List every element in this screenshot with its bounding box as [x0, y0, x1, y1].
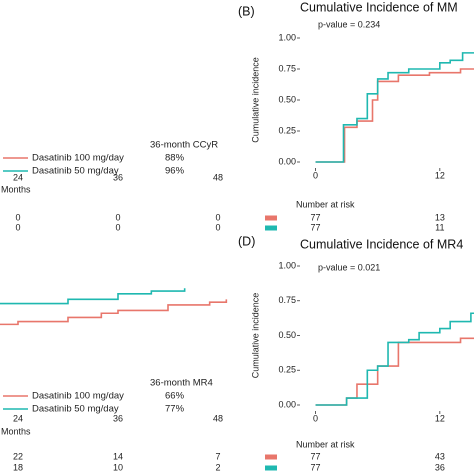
step-line: [315, 64, 474, 163]
legend-label: Dasatinib 50 mg/day: [32, 166, 119, 177]
x-tick-label: 24: [13, 172, 23, 182]
step-line: [315, 52, 474, 163]
x-tick-label: 12: [435, 170, 445, 180]
risk-value: 77: [311, 451, 321, 461]
risk-value: 2: [215, 462, 220, 472]
risk-value: 10: [113, 462, 123, 472]
p-value: p-value = 0.021: [318, 262, 380, 272]
legend-value: 66%: [165, 391, 185, 402]
panel-label: (D): [238, 234, 255, 248]
risk-value: 7: [215, 451, 220, 461]
risk-value: 13: [435, 212, 445, 222]
risk-value: 22: [13, 451, 23, 461]
risk-value: 77: [311, 222, 321, 232]
x-tick-label: 24: [13, 413, 23, 423]
legend-label: Dasatinib 100 mg/day: [32, 391, 124, 402]
risk-value: 77: [311, 462, 321, 472]
panel-label: (B): [238, 4, 255, 18]
legend-label: Dasatinib 50 mg/day: [32, 404, 119, 415]
y-tick-label: 0.25: [278, 365, 296, 375]
legend-value: 96%: [165, 166, 185, 177]
risk-marker: [265, 465, 277, 471]
risk-value: 11: [435, 222, 444, 232]
risk-value: 0: [15, 222, 20, 232]
y-axis-label: Cumulative incidence: [250, 293, 260, 379]
chart-title: Cumulative Incidence of MM: [300, 0, 458, 14]
legend-title: 36-month MR4: [150, 378, 213, 389]
y-tick-label: 0.00: [278, 156, 296, 166]
risk-value: 0: [15, 212, 20, 222]
risk-value: 0: [215, 222, 220, 232]
risk-marker: [265, 454, 277, 460]
y-tick-label: 0.50: [278, 94, 296, 104]
risk-value: 18: [13, 462, 23, 472]
legend-value: 88%: [165, 153, 185, 164]
y-tick-label: 1.00: [278, 32, 296, 42]
legend-label: Dasatinib 100 mg/day: [32, 153, 124, 164]
risk-marker: [265, 215, 277, 221]
risk-value: 36: [435, 462, 445, 472]
y-tick-label: 0.00: [278, 399, 296, 409]
step-line: [315, 312, 474, 406]
risk-marker: [265, 225, 277, 231]
x-axis-label: Months: [1, 184, 31, 194]
step-line: [0, 288, 186, 305]
risk-value: 14: [113, 451, 123, 461]
x-tick-label: 12: [435, 413, 445, 423]
chart-title: Cumulative Incidence of MR4: [300, 237, 463, 251]
x-tick-label: 0: [313, 413, 318, 423]
risk-value: 0: [115, 222, 120, 232]
legend-value: 77%: [165, 404, 185, 415]
risk-value: 43: [435, 451, 445, 461]
x-tick-label: 48: [213, 413, 223, 423]
step-line: [315, 337, 474, 406]
y-tick-label: 0.75: [278, 63, 296, 73]
risk-title: Number at risk: [296, 199, 355, 209]
y-tick-label: 0.25: [278, 125, 296, 135]
risk-title: Number at risk: [296, 439, 355, 449]
legend-title: 36-month CCyR: [150, 140, 218, 151]
x-tick-label: 0: [313, 170, 318, 180]
y-tick-label: 0.75: [278, 295, 296, 305]
x-tick-label: 36: [113, 172, 123, 182]
risk-value: 77: [311, 212, 321, 222]
risk-value: 0: [215, 212, 220, 222]
risk-value: 0: [115, 212, 120, 222]
y-tick-label: 1.00: [278, 260, 296, 270]
x-tick-label: 48: [213, 172, 223, 182]
x-tick-label: 36: [113, 413, 123, 423]
p-value: p-value = 0.234: [318, 19, 380, 29]
y-axis-label: Cumulative incidence: [250, 57, 260, 143]
y-tick-label: 0.50: [278, 330, 296, 340]
x-axis-label: Months: [1, 426, 31, 436]
step-line: [0, 299, 228, 326]
